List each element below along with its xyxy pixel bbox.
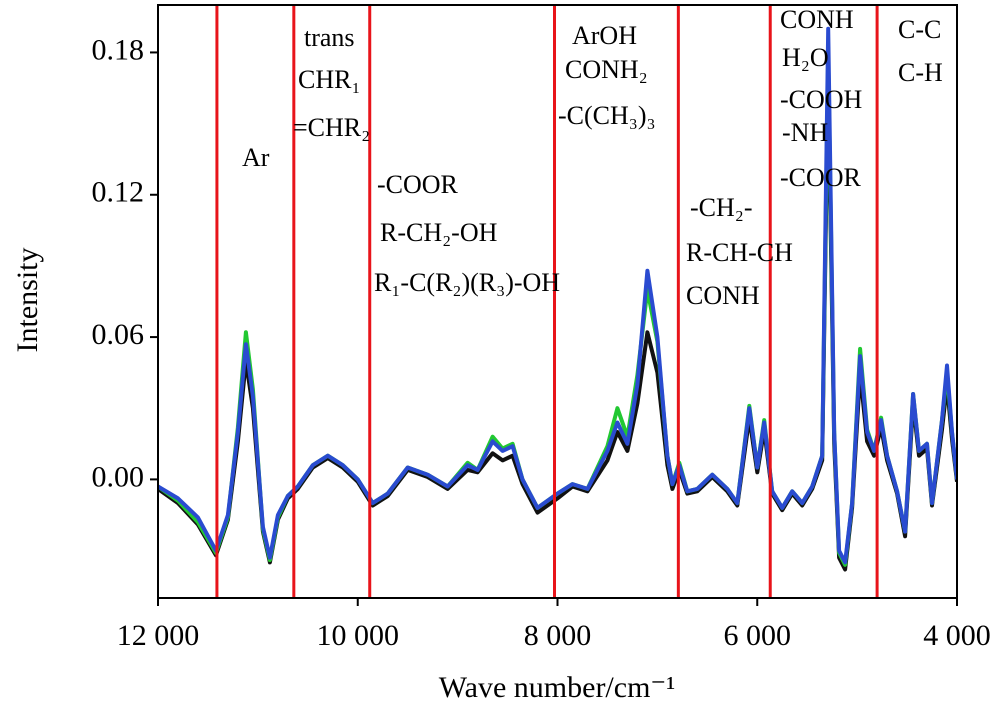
x-tick-label: 12 000 [117,619,200,652]
x-tick-label: 8 000 [524,619,592,652]
y-tick-label: 0.18 [92,33,145,66]
band-annotation: -COOR [377,170,459,199]
band-annotation: -NH [782,118,828,147]
x-tick-label: 10 000 [317,619,400,652]
band-annotation: -C(CH₃)₃ [558,101,656,130]
band-annotation: CONH [686,281,760,310]
band-annotation: -COOR [780,163,862,192]
spectrum-line [158,26,957,565]
band-annotation: -CH₂- [690,193,753,222]
band-annotation: ArOH [572,21,637,50]
x-tick-label: 6 000 [724,619,792,652]
y-axis-title: Intensity [11,248,44,353]
band-annotation: H₂O [782,43,829,72]
band-annotation: C-C [898,15,941,44]
x-tick-label: 4 000 [923,619,991,652]
band-annotation: =CHR₂ [293,113,370,142]
band-annotation: CONH [780,5,854,34]
band-annotation: Ar [242,143,270,172]
band-annotation: -COOH [780,85,863,114]
band-annotation: R-CH-CH [686,238,793,267]
band-annotation: C-H [898,58,943,87]
band-annotation: R₁-C(R₂)(R₃)-OH [374,268,560,297]
band-annotation: trans [304,23,355,52]
y-tick-label: 0.06 [92,318,145,351]
band-annotation: CHR₁ [298,65,361,94]
band-annotation: R-CH₂-OH [380,218,498,247]
band-annotation: CONH₂ [565,55,648,84]
y-tick-label: 0.12 [92,176,145,209]
x-axis-title: Wave number/cm⁻¹ [439,671,676,704]
y-tick-label: 0.00 [92,460,145,493]
